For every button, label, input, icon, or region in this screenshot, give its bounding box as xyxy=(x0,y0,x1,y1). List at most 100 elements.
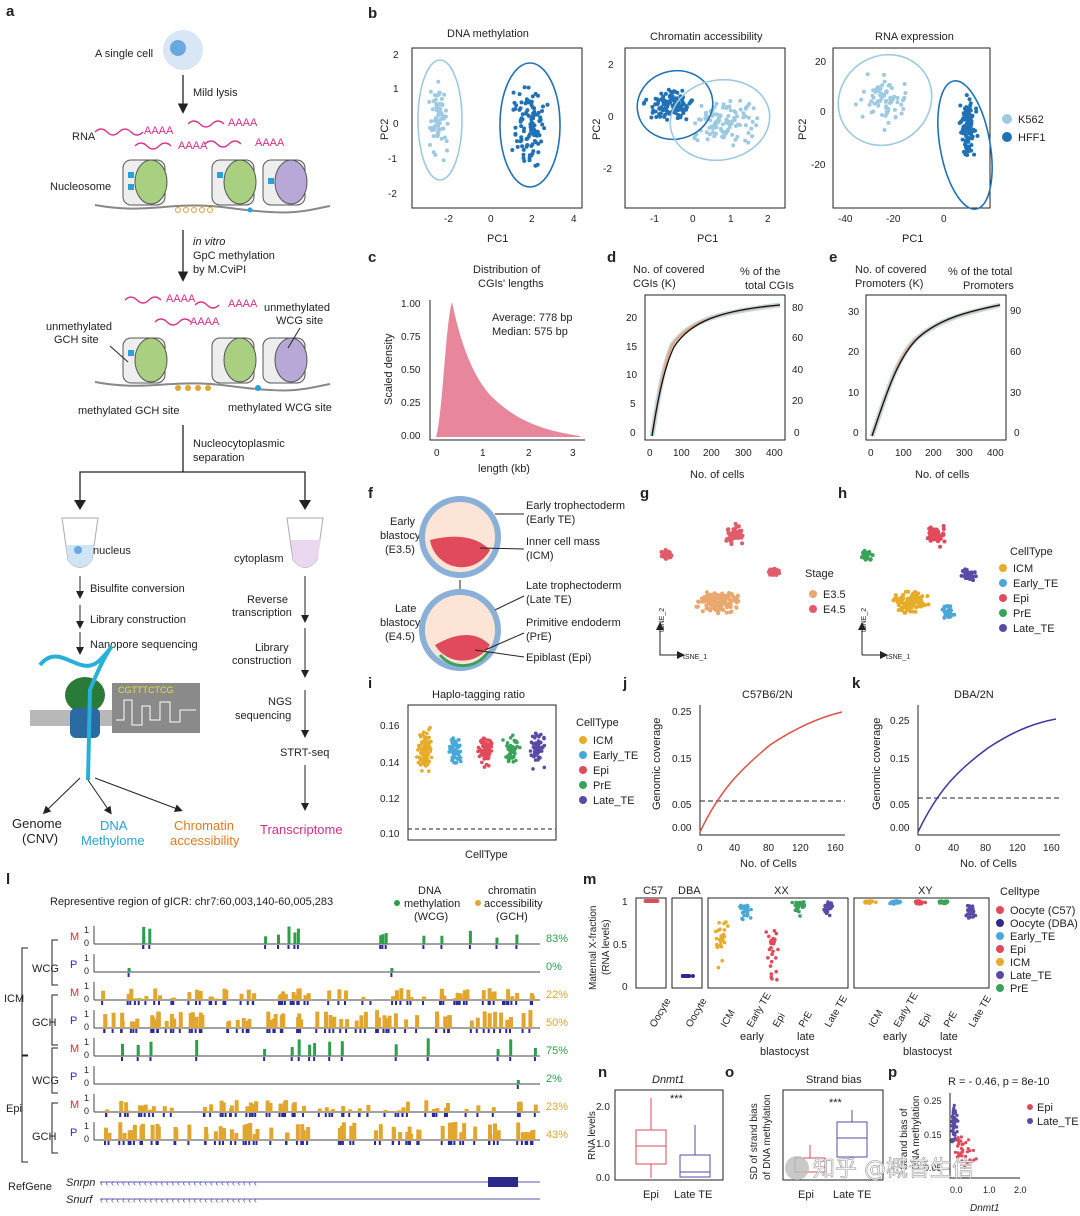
track-bar xyxy=(187,992,192,1000)
tsne-point-e35 xyxy=(711,605,716,610)
track-mp-label: M xyxy=(70,931,79,943)
pca-point-k562 xyxy=(892,107,897,112)
pca-point-hff1 xyxy=(520,144,525,149)
tick: 0.10 xyxy=(380,829,400,840)
pca-point-k562 xyxy=(726,121,731,126)
track-bar xyxy=(447,1122,452,1140)
pca-point-k562 xyxy=(732,118,737,122)
correlation-stat: R = - 0.46, p = 8e-10 xyxy=(948,1076,1050,1088)
tick: 2 xyxy=(765,214,771,225)
track-bar xyxy=(137,998,142,1000)
track-tick: 0 xyxy=(84,1050,89,1060)
icm-label-2: (ICM) xyxy=(526,550,554,562)
x-label: No. of Cells xyxy=(740,858,797,870)
track-bar xyxy=(348,1109,353,1112)
pca-point-hff1 xyxy=(535,112,540,117)
nucleosome-icons-1 xyxy=(122,159,308,206)
violin-point xyxy=(743,905,747,910)
pca-point-k562 xyxy=(439,111,444,116)
pca-point-k562 xyxy=(433,97,438,102)
track-bar xyxy=(190,1012,195,1028)
pca-point-hff1 xyxy=(649,115,654,120)
pca-point-k562 xyxy=(723,130,728,134)
pca-point-k562 xyxy=(869,99,874,104)
track-bar xyxy=(156,1011,161,1028)
pca-point-hff1 xyxy=(531,149,536,154)
pca-point-k562 xyxy=(746,140,751,145)
pca-point-k562 xyxy=(902,96,907,101)
pca-point-hff1 xyxy=(663,91,668,96)
pca-point-hff1 xyxy=(658,114,663,119)
pca-point-hff1 xyxy=(524,110,529,115)
track-bar xyxy=(132,1124,137,1140)
tsne-scatter-celltype xyxy=(860,524,978,620)
track-bar xyxy=(242,1125,247,1140)
scatter-point-epi xyxy=(959,1135,964,1139)
tick: 0.25 xyxy=(924,1096,942,1106)
track-bar xyxy=(101,990,106,1000)
track-bar xyxy=(503,999,508,1000)
watermark: 知乎 @概普生信 xyxy=(785,1156,974,1182)
scatter-point-epi xyxy=(960,1154,964,1158)
track-bar xyxy=(407,1126,412,1140)
pca-point-k562 xyxy=(737,123,742,128)
swarm-point xyxy=(534,742,539,746)
swarm-point xyxy=(533,758,538,762)
tsne-point-latete xyxy=(970,576,975,581)
pca-point-k562 xyxy=(438,101,442,106)
track-bar xyxy=(129,1021,134,1028)
track-bar xyxy=(107,1132,112,1140)
legend-title: CellType xyxy=(576,717,619,729)
tick: -2 xyxy=(444,214,453,225)
tsne-point-icm xyxy=(908,604,912,609)
violin-point xyxy=(774,956,778,960)
pca-point-k562 xyxy=(430,107,435,112)
track-bar xyxy=(127,1130,132,1140)
violin-point xyxy=(964,913,968,918)
pca-point-hff1 xyxy=(676,103,681,108)
track-bar xyxy=(138,1105,143,1112)
violin-point xyxy=(774,969,778,974)
tsne-point-e45 xyxy=(736,534,741,539)
track-bar xyxy=(222,1128,226,1140)
pca-point-hff1 xyxy=(650,110,655,115)
track-bar xyxy=(178,1012,183,1028)
nucleocyto-label: Nucleocytoplasmic xyxy=(193,438,285,450)
track-bar xyxy=(194,1016,199,1028)
pca-point-hff1 xyxy=(964,106,969,111)
track-bar xyxy=(515,993,520,1000)
legend-i-dot xyxy=(579,766,587,774)
swarm-point xyxy=(482,754,487,759)
rna-label: RNA xyxy=(72,131,96,143)
track-tick: 0 xyxy=(84,1106,89,1116)
pca-point-hff1 xyxy=(536,93,540,98)
left-axis-title-2: Promoters (K) xyxy=(855,278,923,290)
pca-point-hff1 xyxy=(529,124,534,129)
track-bar xyxy=(252,993,257,1000)
pca-point-hff1 xyxy=(670,91,674,95)
legend-chrom-3: (GCH) xyxy=(496,911,528,923)
nanopore-label: Nanopore sequencing xyxy=(90,639,198,651)
panel-d: d No. of covered CGIs (K) % of the total… xyxy=(607,249,804,481)
violin-point xyxy=(940,900,945,904)
track-bar xyxy=(169,1013,174,1028)
violin-point xyxy=(769,975,773,979)
tsne-point-e35 xyxy=(732,598,737,603)
pca-scatter xyxy=(427,72,980,168)
track-tick: 0 xyxy=(84,1078,89,1088)
tsne-point-e45 xyxy=(659,550,664,554)
track-bar xyxy=(299,1019,304,1028)
swarm-point xyxy=(489,749,494,753)
tsne-point-icm xyxy=(916,602,921,607)
pca-point-k562 xyxy=(435,93,440,98)
tick: 200 xyxy=(703,448,720,459)
swarm-point xyxy=(421,730,426,734)
tick: 4 xyxy=(571,214,577,225)
pca-point-k562 xyxy=(872,101,877,106)
right-axis-title: % of the xyxy=(740,266,780,278)
panel-letter: o xyxy=(725,1064,734,1081)
lib2-label-2: construction xyxy=(232,655,291,667)
track-bar xyxy=(391,1126,396,1140)
density-area xyxy=(436,302,580,437)
track-percent: 83% xyxy=(546,933,568,945)
